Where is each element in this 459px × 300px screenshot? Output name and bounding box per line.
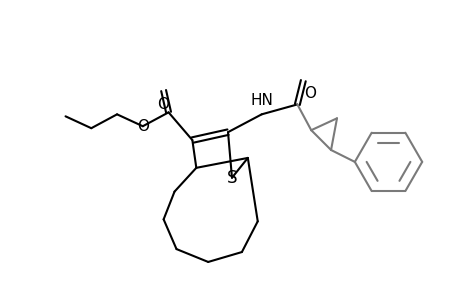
Text: HN: HN <box>250 93 273 108</box>
Text: O: O <box>304 85 316 100</box>
Text: O: O <box>136 119 149 134</box>
Text: S: S <box>226 169 237 187</box>
Text: O: O <box>157 97 169 112</box>
